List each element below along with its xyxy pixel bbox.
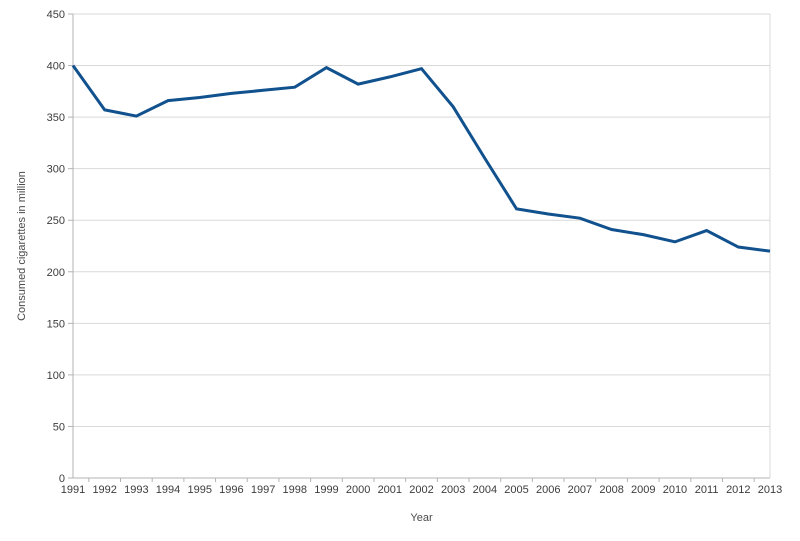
- x-tick-label: 1996: [219, 484, 243, 496]
- x-tick-label: 2013: [758, 484, 782, 496]
- x-tick-label: 2011: [695, 484, 719, 496]
- x-tick-label: 2010: [663, 484, 687, 496]
- x-tick-label: 2004: [473, 484, 497, 496]
- x-tick-label: 1998: [283, 484, 307, 496]
- x-tick-label: 2008: [599, 484, 623, 496]
- data-series-layer: [71, 64, 771, 253]
- x-axis-title: Year: [410, 512, 433, 524]
- x-tick-label: 2006: [536, 484, 560, 496]
- gridlines: [73, 13, 770, 427]
- y-tick-label: 0: [59, 473, 65, 485]
- y-tick-label: 100: [47, 370, 65, 382]
- x-tick-label: 1995: [187, 484, 211, 496]
- y-tick-label: 250: [47, 215, 65, 227]
- x-tick-label: 2009: [631, 484, 655, 496]
- x-tick-label: 1997: [251, 484, 275, 496]
- x-tick-label: 2007: [568, 484, 592, 496]
- y-tick-label: 350: [47, 112, 65, 124]
- x-tick-label: 1991: [61, 484, 85, 496]
- y-axis-title: Consumed cigarettes in million: [16, 171, 28, 321]
- x-tick-label: 2000: [346, 484, 370, 496]
- x-tick-label: 1993: [124, 484, 148, 496]
- y-tick-label: 200: [47, 267, 65, 279]
- x-tick-label: 2003: [441, 484, 465, 496]
- x-axis-tick-labels: 1991 1992 1993 1994 1995 1996 1997 1998 1999 2000…: [61, 484, 782, 496]
- x-tick-label: 1992: [92, 484, 116, 496]
- axes: [68, 13, 771, 482]
- y-tick-label: 450: [47, 9, 65, 21]
- y-tick-label: 150: [47, 318, 65, 330]
- x-tick-label: 1999: [314, 484, 338, 496]
- y-tick-label: 300: [47, 164, 65, 176]
- data-line: [71, 64, 771, 253]
- x-tick-label: 2012: [726, 484, 750, 496]
- y-tick-label: 400: [47, 61, 65, 73]
- x-tick-label: 2001: [378, 484, 402, 496]
- x-tick-label: 1994: [156, 484, 180, 496]
- y-axis-tick-labels: 0 50 100 150 200 250 300 350 400 450: [47, 9, 65, 485]
- x-tick-label: 2002: [409, 484, 433, 496]
- x-tick-label: 2005: [504, 484, 528, 496]
- y-tick-label: 50: [53, 421, 65, 433]
